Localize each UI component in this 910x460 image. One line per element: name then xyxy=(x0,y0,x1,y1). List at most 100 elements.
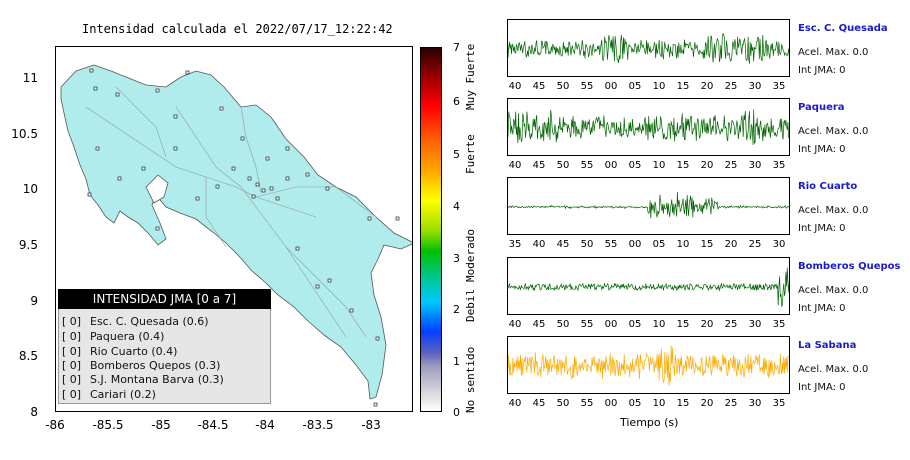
colorbar-label: Debil xyxy=(464,288,477,322)
time-tick: 00 xyxy=(604,81,618,92)
legend-text: Bomberos Quepos (0.3) xyxy=(90,359,221,372)
time-tick: 25 xyxy=(724,398,738,409)
time-tick: 35 xyxy=(508,239,522,250)
time-tick: 20 xyxy=(700,398,714,409)
time-tick: 10 xyxy=(652,319,666,330)
legend-tag: [ 0] xyxy=(62,315,82,328)
intensity-colorbar xyxy=(420,47,442,412)
map-x-tick: -84 xyxy=(255,418,275,432)
time-tick: 05 xyxy=(628,398,642,409)
time-tick: 20 xyxy=(724,239,738,250)
time-tick: 10 xyxy=(652,398,666,409)
waveform xyxy=(508,345,789,386)
time-tick: 05 xyxy=(628,81,642,92)
time-tick: 45 xyxy=(532,81,546,92)
waveform xyxy=(508,33,789,64)
map-x-tick: -85 xyxy=(151,418,171,432)
time-tick: 40 xyxy=(508,398,522,409)
legend-text: S.J. Montana Barva (0.3) xyxy=(90,373,224,386)
time-tick: 15 xyxy=(676,319,690,330)
time-tick: 25 xyxy=(724,81,738,92)
waveform xyxy=(508,109,789,145)
time-tick: 30 xyxy=(772,239,786,250)
station-name: Esc. C. Quesada xyxy=(798,23,888,34)
nicoya-gulf xyxy=(145,174,169,204)
legend-text: Paquera (0.4) xyxy=(90,330,165,343)
waveform-line xyxy=(508,345,789,386)
time-tick: 20 xyxy=(700,319,714,330)
time-tick: 10 xyxy=(676,239,690,250)
station-intensity: Int JMA: 0 xyxy=(798,65,846,76)
roads xyxy=(85,86,377,338)
colorbar-label: No sentido xyxy=(464,346,477,413)
time-tick: 40 xyxy=(508,81,522,92)
time-tick: 20 xyxy=(700,81,714,92)
waveform xyxy=(508,192,789,219)
time-tick: 45 xyxy=(532,319,546,330)
station-name: La Sabana xyxy=(798,340,857,351)
time-tick: 40 xyxy=(508,160,522,171)
map-x-tick: -84.5 xyxy=(197,418,229,432)
colorbar-tick: 1 xyxy=(453,355,460,368)
map-y-tick: 10.5 xyxy=(11,127,38,141)
time-tick: 15 xyxy=(676,398,690,409)
map-x-tick: -86 xyxy=(45,418,65,432)
time-tick: 10 xyxy=(652,160,666,171)
colorbar-tick: 3 xyxy=(453,252,460,265)
station-markers xyxy=(87,68,400,407)
time-tick: 15 xyxy=(700,239,714,250)
colorbar-tick: 4 xyxy=(453,200,460,213)
time-tick: 45 xyxy=(556,239,570,250)
station-intensity: Int JMA: 0 xyxy=(798,223,846,234)
colorbar-label: Muy Fuerte xyxy=(464,43,477,110)
time-tick: 35 xyxy=(772,81,786,92)
map-x-tick: -83 xyxy=(361,418,381,432)
waveform-line xyxy=(508,192,789,219)
time-tick: 25 xyxy=(724,319,738,330)
time-tick: 55 xyxy=(580,81,594,92)
legend-text: Esc. C. Quesada (0.6) xyxy=(90,315,209,328)
time-tick: 15 xyxy=(676,160,690,171)
waveform xyxy=(508,267,789,308)
time-tick: 30 xyxy=(748,398,762,409)
waveform-line xyxy=(508,109,789,145)
time-tick: 55 xyxy=(604,239,618,250)
station-name: Rio Cuarto xyxy=(798,181,858,192)
map-x-tick: -85.5 xyxy=(92,418,124,432)
time-tick: 30 xyxy=(748,319,762,330)
station-intensity: Int JMA: 0 xyxy=(798,382,846,393)
station-accel: Acel. Max. 0.0 xyxy=(798,47,869,58)
time-tick: 50 xyxy=(556,81,570,92)
colorbar-tick: 2 xyxy=(453,303,460,316)
colorbar-tick: 7 xyxy=(453,41,460,54)
legend-tag: [ 0] xyxy=(62,359,82,372)
legend-row: [ 0] S.J. Montana Barva (0.3) xyxy=(62,373,224,386)
time-tick: 55 xyxy=(580,160,594,171)
trace-plot[interactable] xyxy=(507,98,790,156)
legend-tag: [ 0] xyxy=(62,345,82,358)
trace-plot[interactable] xyxy=(507,177,790,235)
time-tick: 05 xyxy=(628,160,642,171)
legend-tag: [ 0] xyxy=(62,373,82,386)
time-tick: 50 xyxy=(556,319,570,330)
station-name: Bomberos Quepos xyxy=(798,261,901,272)
colorbar-tick: 0 xyxy=(453,406,460,419)
time-tick: 00 xyxy=(604,398,618,409)
time-tick: 30 xyxy=(748,160,762,171)
waveform-line xyxy=(508,33,789,64)
legend-row: [ 0] Bomberos Quepos (0.3) xyxy=(62,359,220,372)
legend-header: INTENSIDAD JMA [0 a 7] xyxy=(58,289,271,309)
trace-plot[interactable] xyxy=(507,336,790,394)
trace-plot[interactable] xyxy=(507,19,790,77)
time-tick: 25 xyxy=(724,160,738,171)
time-tick: 45 xyxy=(532,160,546,171)
time-tick: 25 xyxy=(748,239,762,250)
time-tick: 35 xyxy=(772,160,786,171)
time-tick: 40 xyxy=(532,239,546,250)
time-tick: 40 xyxy=(508,319,522,330)
legend-row: [ 0] Paquera (0.4) xyxy=(62,330,164,343)
time-tick: 50 xyxy=(556,160,570,171)
time-axis-label: Tiempo (s) xyxy=(620,416,679,429)
legend-row: [ 0] Rio Cuarto (0.4) xyxy=(62,345,177,358)
trace-plot[interactable] xyxy=(507,257,790,315)
